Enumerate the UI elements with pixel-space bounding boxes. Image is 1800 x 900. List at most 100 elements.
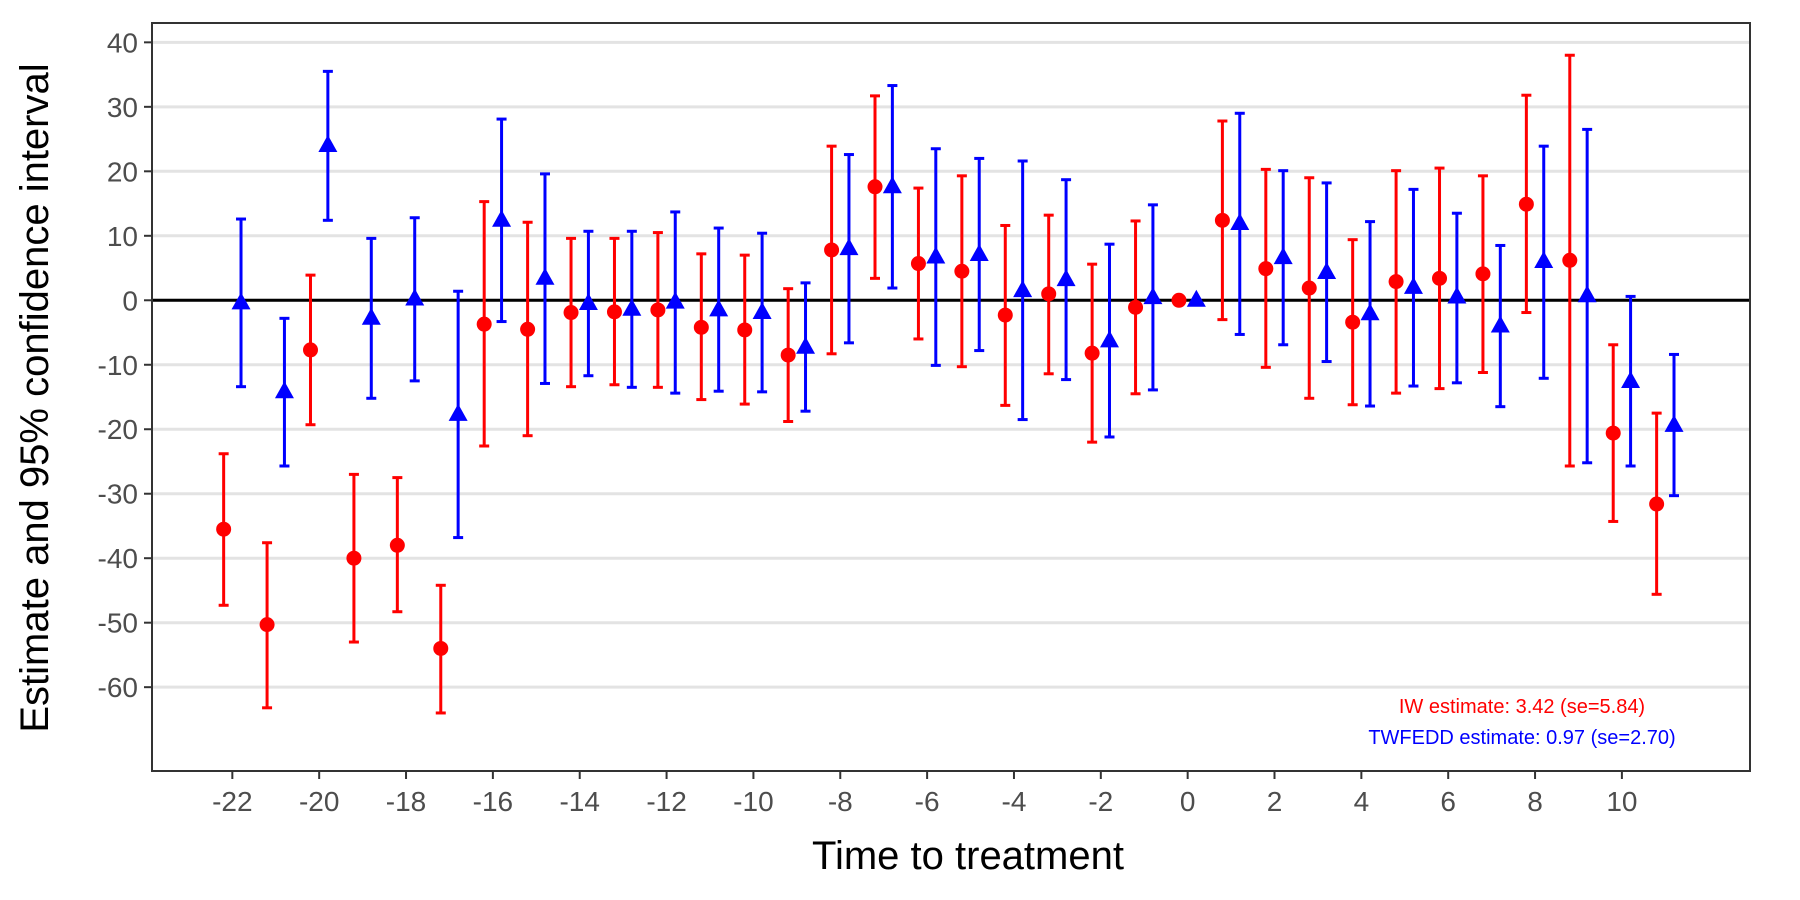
x-tick-label: -4: [1002, 786, 1027, 817]
point-estimate: [1099, 330, 1119, 348]
point-estimate: [1258, 261, 1274, 277]
point-estimate: [1345, 314, 1361, 330]
point-estimate: [563, 305, 579, 321]
point-estimate: [780, 347, 796, 363]
point-estimate: [1518, 196, 1534, 212]
point-estimate: [1649, 496, 1665, 512]
point-estimate: [1230, 213, 1250, 231]
point-estimate: [448, 403, 468, 421]
point-estimate: [969, 243, 989, 261]
point-estimate: [997, 307, 1013, 323]
y-tick-label: -10: [98, 350, 138, 381]
x-tick-label: 6: [1440, 786, 1456, 817]
point-estimate: [1534, 251, 1554, 269]
x-tick-label: -20: [299, 786, 339, 817]
point-estimate: [346, 550, 362, 566]
point-estimate: [433, 640, 449, 656]
y-tick-label: 20: [107, 156, 138, 187]
point-estimate: [665, 291, 685, 309]
point-estimate: [926, 246, 946, 264]
x-tick-label: -22: [212, 786, 252, 817]
point-estimate: [839, 238, 859, 256]
point-estimate: [693, 319, 709, 335]
x-tick-label: -6: [915, 786, 940, 817]
point-estimate: [1301, 280, 1317, 296]
series-twfedd: [231, 69, 1684, 540]
x-tick-label: 0: [1180, 786, 1196, 817]
point-estimate: [389, 537, 405, 553]
point-estimate: [1490, 315, 1510, 333]
x-tick-label: -16: [473, 786, 513, 817]
point-estimate: [1577, 285, 1597, 303]
point-estimate: [1171, 292, 1187, 308]
point-estimate: [650, 302, 666, 318]
point-estimate: [1432, 270, 1448, 286]
point-estimate: [1317, 262, 1337, 280]
x-tick-label: -14: [559, 786, 599, 817]
x-axis-title: Time to treatment: [812, 834, 1124, 878]
series-layer: [216, 53, 1684, 715]
panel-border: [151, 22, 1751, 772]
point-estimate: [1013, 280, 1033, 298]
point-estimate: [231, 292, 251, 310]
point-estimate: [1388, 274, 1404, 290]
point-estimate: [535, 267, 555, 285]
x-tick-label: -2: [1088, 786, 1113, 817]
point-estimate: [1084, 345, 1100, 361]
x-tick-label: 8: [1527, 786, 1543, 817]
point-estimate: [492, 209, 512, 227]
point-estimate: [910, 256, 926, 272]
y-tick-label: -50: [98, 608, 138, 639]
x-tick-label: 4: [1354, 786, 1370, 817]
point-estimate: [752, 301, 772, 319]
y-axis-title: Estimate and 95% confidence interval: [13, 63, 57, 732]
point-estimate: [1664, 414, 1684, 432]
y-tick-label: -60: [98, 672, 138, 703]
point-estimate: [1403, 276, 1423, 294]
x-tick-label: 2: [1267, 786, 1283, 817]
point-estimate: [318, 134, 338, 152]
twfedd-estimate-annotation: TWFEDD estimate: 0.97 (se=2.70): [1368, 727, 1675, 749]
point-estimate: [867, 179, 883, 195]
point-estimate: [1475, 266, 1491, 282]
y-tick-label: -20: [98, 414, 138, 445]
point-estimate: [709, 299, 729, 317]
point-estimate: [1562, 252, 1578, 268]
y-tick-label: -30: [98, 479, 138, 510]
point-estimate: [1214, 212, 1230, 228]
point-estimate: [1186, 289, 1206, 307]
point-estimate: [1041, 286, 1057, 302]
point-estimate: [622, 298, 642, 316]
point-estimate: [216, 521, 232, 537]
y-tick-label: -40: [98, 543, 138, 574]
point-estimate: [882, 176, 902, 194]
point-estimate: [578, 292, 598, 310]
point-estimate: [1273, 247, 1293, 265]
x-tick-label: -18: [386, 786, 426, 817]
x-tick-label: 10: [1606, 786, 1637, 817]
point-estimate: [824, 242, 840, 258]
y-tick-label: 30: [107, 92, 138, 123]
x-tick-label: -8: [828, 786, 853, 817]
point-estimate: [1128, 299, 1144, 315]
series-iw: [216, 53, 1665, 715]
iw-estimate-annotation: IW estimate: 3.42 (se=5.84): [1399, 696, 1645, 718]
point-estimate: [1605, 425, 1621, 441]
point-estimate: [476, 316, 492, 332]
point-estimate: [1621, 370, 1641, 388]
point-estimate: [302, 342, 318, 358]
y-tick-label: 40: [107, 27, 138, 58]
x-tick-label: -10: [733, 786, 773, 817]
point-estimate: [259, 617, 275, 633]
point-estimate: [405, 288, 425, 306]
point-estimate: [1056, 269, 1076, 287]
point-estimate: [954, 263, 970, 279]
y-tick-label: 10: [107, 221, 138, 252]
point-estimate: [1360, 303, 1380, 321]
point-estimate: [1447, 286, 1467, 304]
point-estimate: [1143, 287, 1163, 305]
x-tick-label: -12: [646, 786, 686, 817]
